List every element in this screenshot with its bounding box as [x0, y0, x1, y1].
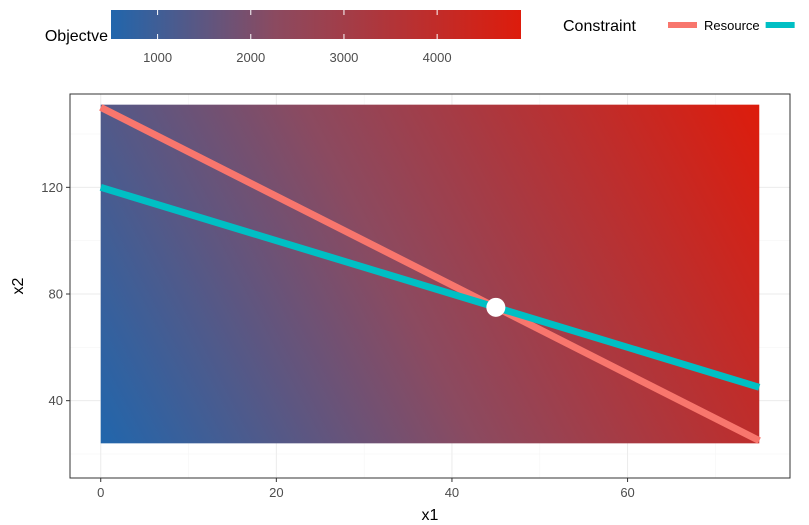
x-tick-label: 0 [97, 485, 104, 500]
x-tick-label: 40 [445, 485, 459, 500]
constraint-legend-keys: Resource [668, 18, 795, 33]
constraint-lines [99, 104, 761, 444]
constraint-legend-title: Constraint [563, 18, 636, 35]
x-tick-label: 60 [620, 485, 634, 500]
objective-legend: Objectve 1000 2000 3000 4000 [45, 10, 521, 65]
colorbar-tick-label: 4000 [423, 50, 452, 65]
colorbar-tick-label: 2000 [236, 50, 265, 65]
y-tick-label: 80 [49, 287, 63, 302]
legend-label-1: Resource [704, 18, 760, 33]
constraint-line-1 [99, 104, 761, 444]
x-axis: 0 20 40 60 [97, 478, 635, 500]
y-axis: 40 80 120 [41, 180, 70, 408]
objective-colorbar [111, 10, 521, 39]
y-tick-label: 40 [49, 393, 63, 408]
legend-key-2 [765, 22, 795, 28]
colorbar-tick-label: 3000 [329, 50, 358, 65]
x-tick-label: 20 [269, 485, 283, 500]
constraint-line-2 [99, 183, 761, 391]
legend-key-1 [668, 22, 697, 28]
objective-colorbar-ticks: 1000 2000 3000 4000 [143, 10, 452, 65]
plot-panel [69, 93, 791, 479]
colorbar-tick-label: 1000 [143, 50, 172, 65]
x-axis-title: x1 [422, 507, 439, 524]
y-tick-label: 120 [41, 180, 63, 195]
optimum-point [486, 297, 506, 317]
panel-border [69, 93, 791, 479]
objective-legend-title: Objectve [45, 28, 108, 45]
constraint-legend: Constraint Resource [563, 18, 795, 35]
y-axis-title: x2 [10, 277, 27, 294]
